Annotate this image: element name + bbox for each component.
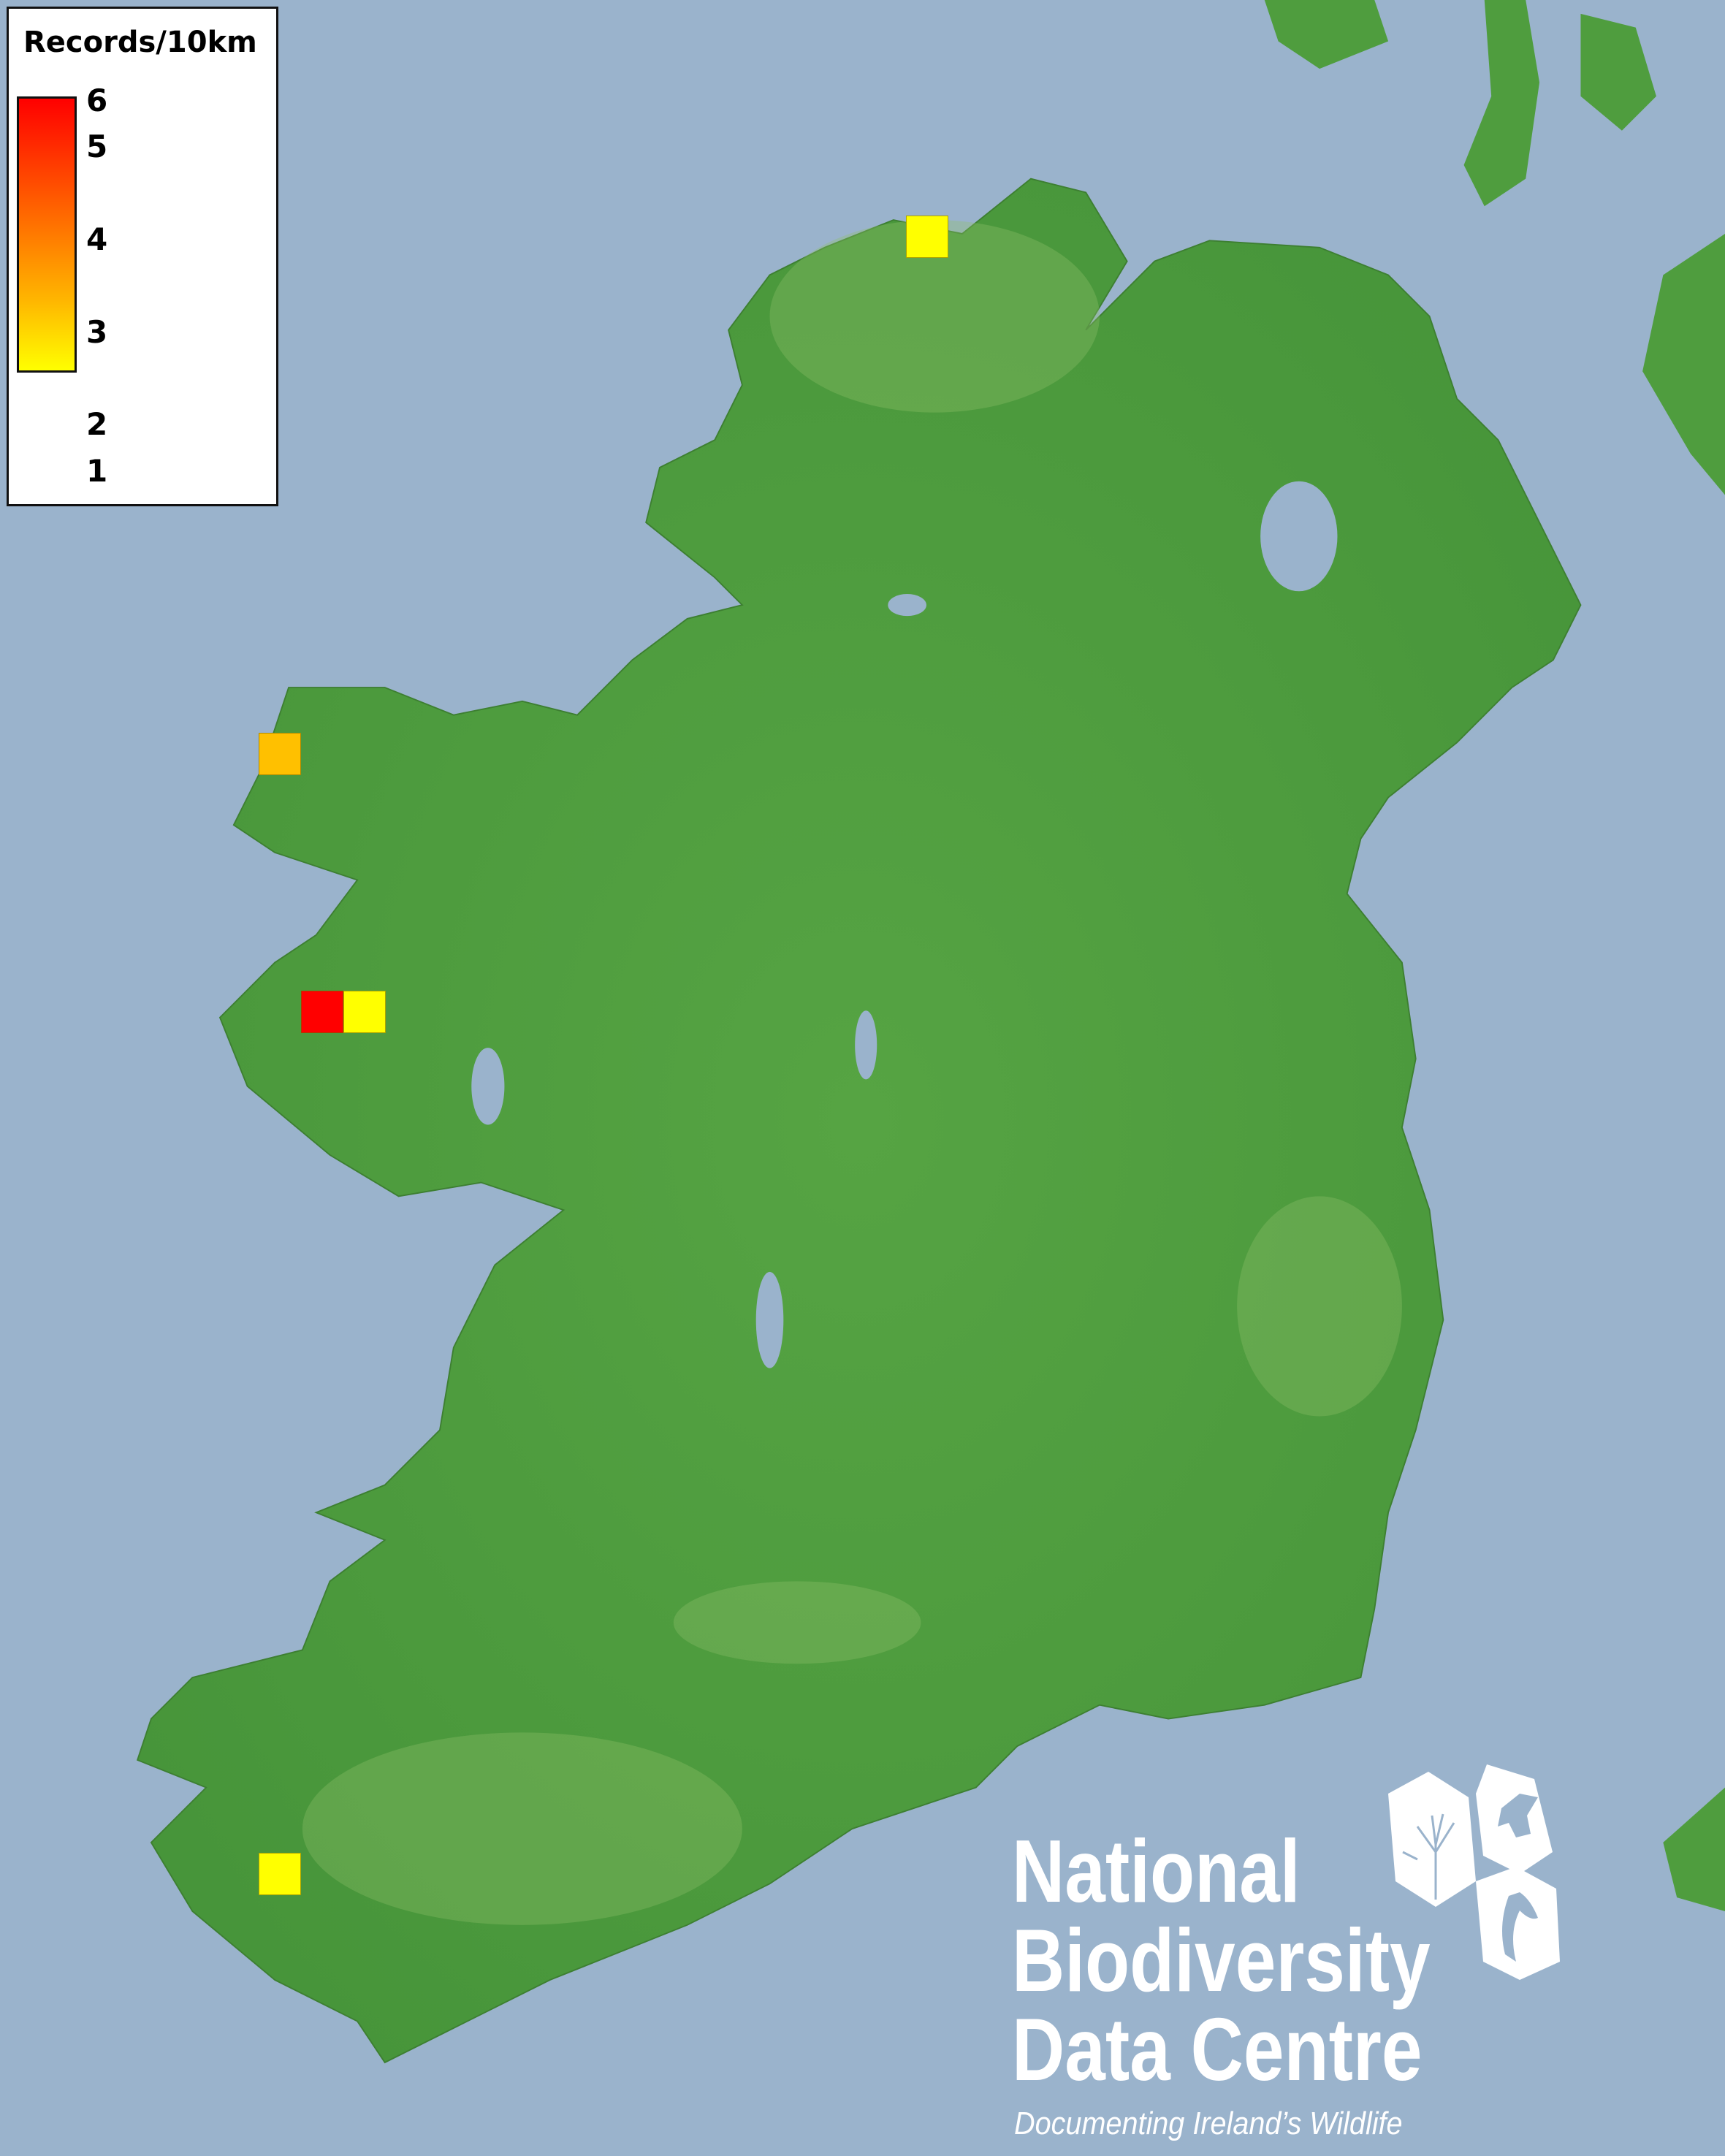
legend-colorbar xyxy=(17,96,77,373)
legend-tick-4: 4 xyxy=(86,221,108,257)
nbdc-logo-text: National Biodiversity Data Centre xyxy=(1012,1826,1431,2094)
legend-tick-3: 3 xyxy=(86,314,108,350)
logo-tagline: Documenting Ireland’s Wildlife xyxy=(1014,2106,1403,2141)
mountain-shading xyxy=(302,220,1402,1925)
scotland-landmass xyxy=(1264,0,1725,1912)
legend-tick-2: 2 xyxy=(86,406,108,442)
legend-tick-6: 6 xyxy=(86,83,108,118)
ireland-landmass xyxy=(136,178,1582,2064)
lough-erne xyxy=(888,594,926,617)
lough-neagh xyxy=(1260,481,1338,592)
legend-title: Records/10km xyxy=(23,26,257,59)
lakes xyxy=(471,481,1338,1368)
nbdc-logo-hexagons xyxy=(1388,1764,1560,1980)
tree-hex-icon xyxy=(1388,1772,1476,1907)
record-cell[interactable] xyxy=(906,216,948,258)
record-cell[interactable] xyxy=(343,991,386,1033)
record-cell[interactable] xyxy=(259,1853,301,1895)
record-cell[interactable] xyxy=(259,733,301,775)
logo-line-2: Biodiversity xyxy=(1012,1911,1431,2010)
logo-line-3: Data Centre xyxy=(1012,2000,1423,2099)
legend: Records/10km 6 5 4 3 2 1 xyxy=(7,7,278,506)
legend-tick-5: 5 xyxy=(86,129,108,164)
record-cell[interactable] xyxy=(301,991,343,1033)
seahorse-hex-icon xyxy=(1476,1867,1560,1980)
lough-corrib xyxy=(471,1048,505,1125)
lough-ree xyxy=(855,1010,877,1080)
legend-tick-1: 1 xyxy=(86,453,108,489)
logo-line-1: National xyxy=(1012,1821,1301,1921)
lough-derg xyxy=(755,1271,784,1368)
